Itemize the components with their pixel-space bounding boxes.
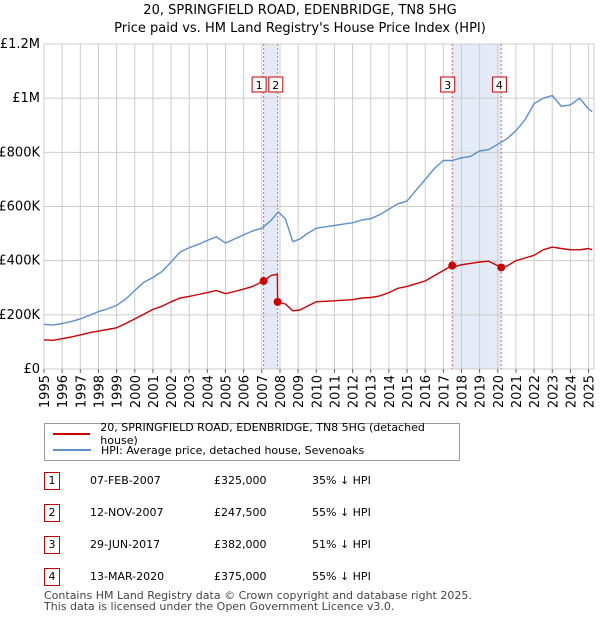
y-tick-label: £600K (0, 200, 40, 215)
sale-marker-label: 2 (272, 79, 279, 92)
sale-point (497, 263, 506, 272)
table-row: 1 07-FEB-2007 £325,000 35% ↓ HPI (44, 472, 464, 490)
x-tick-label: 2008 (274, 375, 289, 408)
x-tick-label: 2013 (365, 375, 380, 408)
sale-marker: 4 (491, 76, 507, 93)
sale-marker-box (440, 76, 456, 93)
transaction-number: 4 (44, 568, 60, 586)
y-tick-label: £1M (12, 91, 40, 106)
sale-marker: 3 (440, 76, 456, 93)
x-tick-label: 2014 (383, 375, 398, 408)
x-tick-label: 2005 (220, 375, 235, 408)
transaction-hpi: 51% ↓ HPI (312, 538, 371, 551)
legend-swatch-property (53, 433, 91, 435)
x-tick-label: 2002 (165, 375, 180, 408)
x-tick-label: 2019 (474, 375, 489, 408)
transaction-hpi: 35% ↓ HPI (312, 474, 371, 487)
price-chart: 20, SPRINGFIELD ROAD, EDENBRIDGE, TN8 5H… (0, 3, 598, 408)
x-tick-label: 2018 (455, 375, 470, 408)
legend-item-hpi: HPI: Average price, detached house, Seve… (53, 442, 364, 458)
x-tick-label: 2001 (147, 375, 162, 408)
x-tick-label: 2010 (310, 375, 325, 408)
footer-attribution: Contains HM Land Registry data © Crown c… (44, 590, 472, 612)
x-tick-label: 2015 (401, 375, 416, 408)
transaction-number: 1 (44, 472, 60, 490)
x-tick-label: 2011 (328, 375, 343, 408)
table-row: 3 29-JUN-2017 £382,000 51% ↓ HPI (44, 536, 464, 554)
transaction-date: 29-JUN-2017 (90, 538, 161, 551)
transaction-number: 2 (44, 504, 60, 522)
transaction-price: £325,000 (214, 474, 267, 487)
x-tick-label: 1995 (38, 375, 53, 408)
transaction-price: £375,000 (214, 570, 267, 583)
sale-point (273, 297, 282, 306)
chart-title: 20, SPRINGFIELD ROAD, EDENBRIDGE, TN8 5H… (143, 3, 456, 18)
legend-label-hpi: HPI: Average price, detached house, Seve… (101, 443, 365, 457)
transaction-price: £382,000 (214, 538, 267, 551)
legend-label-property: 20, SPRINGFIELD ROAD, EDENBRIDGE, TN8 5H… (100, 421, 425, 447)
sale-marker-label: 1 (256, 79, 263, 92)
y-tick-label: £0 (23, 362, 40, 377)
sale-marker-box (268, 76, 284, 93)
x-tick-label: 2023 (546, 375, 561, 408)
x-tick-label: 1997 (74, 375, 89, 408)
x-tick-label: 2006 (238, 375, 253, 408)
x-tick-label: 2003 (183, 375, 198, 408)
hpi-line (43, 94, 593, 326)
x-tick-label: 1999 (111, 375, 126, 408)
x-tick-label: 1996 (56, 375, 71, 408)
sale-point (448, 261, 457, 270)
legend-swatch-hpi (53, 449, 91, 451)
x-tick-label: 2009 (292, 375, 307, 408)
sale-marker-label: 3 (444, 79, 451, 92)
transaction-hpi: 55% ↓ HPI (312, 506, 371, 519)
sale-marker-label: 4 (496, 79, 503, 92)
table-row: 4 13-MAR-2020 £375,000 55% ↓ HPI (44, 568, 464, 586)
y-tick-label: £1.2M (0, 37, 40, 52)
sale-marker-box (251, 76, 267, 93)
y-tick-label: £400K (0, 254, 40, 269)
x-tick-label: 2020 (492, 375, 507, 408)
transaction-date: 07-FEB-2007 (90, 474, 161, 487)
footer-line-2: This data is licensed under the Open Gov… (44, 600, 395, 613)
y-tick-label: £200K (0, 308, 40, 323)
legend-item-property: 20, SPRINGFIELD ROAD, EDENBRIDGE, TN8 5H… (53, 421, 459, 447)
x-tick-label: 2000 (129, 375, 144, 408)
x-tick-label: 2007 (256, 375, 271, 408)
x-tick-label: 2021 (510, 375, 525, 408)
x-tick-label: 2024 (564, 375, 579, 408)
x-tick-label: 2022 (528, 375, 543, 408)
transaction-number: 3 (44, 536, 60, 554)
transaction-date: 12-NOV-2007 (90, 506, 164, 519)
transaction-hpi: 55% ↓ HPI (312, 570, 371, 583)
table-row: 2 12-NOV-2007 £247,500 55% ↓ HPI (44, 504, 464, 522)
sale-marker: 1 (251, 76, 267, 93)
chart-subtitle: Price paid vs. HM Land Registry's House … (114, 21, 486, 36)
x-tick-label: 2012 (347, 375, 362, 408)
transaction-price: £247,500 (214, 506, 267, 519)
x-tick-label: 2025 (583, 375, 598, 408)
transaction-date: 13-MAR-2020 (90, 570, 165, 583)
x-tick-label: 2016 (419, 375, 434, 408)
y-tick-label: £800K (0, 145, 40, 160)
x-tick-label: 2004 (201, 375, 216, 408)
x-tick-label: 1998 (92, 375, 107, 408)
sale-marker-box (491, 76, 507, 93)
sale-point (259, 276, 268, 285)
sale-marker: 2 (268, 76, 284, 93)
legend: 20, SPRINGFIELD ROAD, EDENBRIDGE, TN8 5H… (44, 421, 460, 461)
x-tick-label: 2017 (437, 375, 452, 408)
footer-line-1: Contains HM Land Registry data © Crown c… (44, 589, 472, 602)
